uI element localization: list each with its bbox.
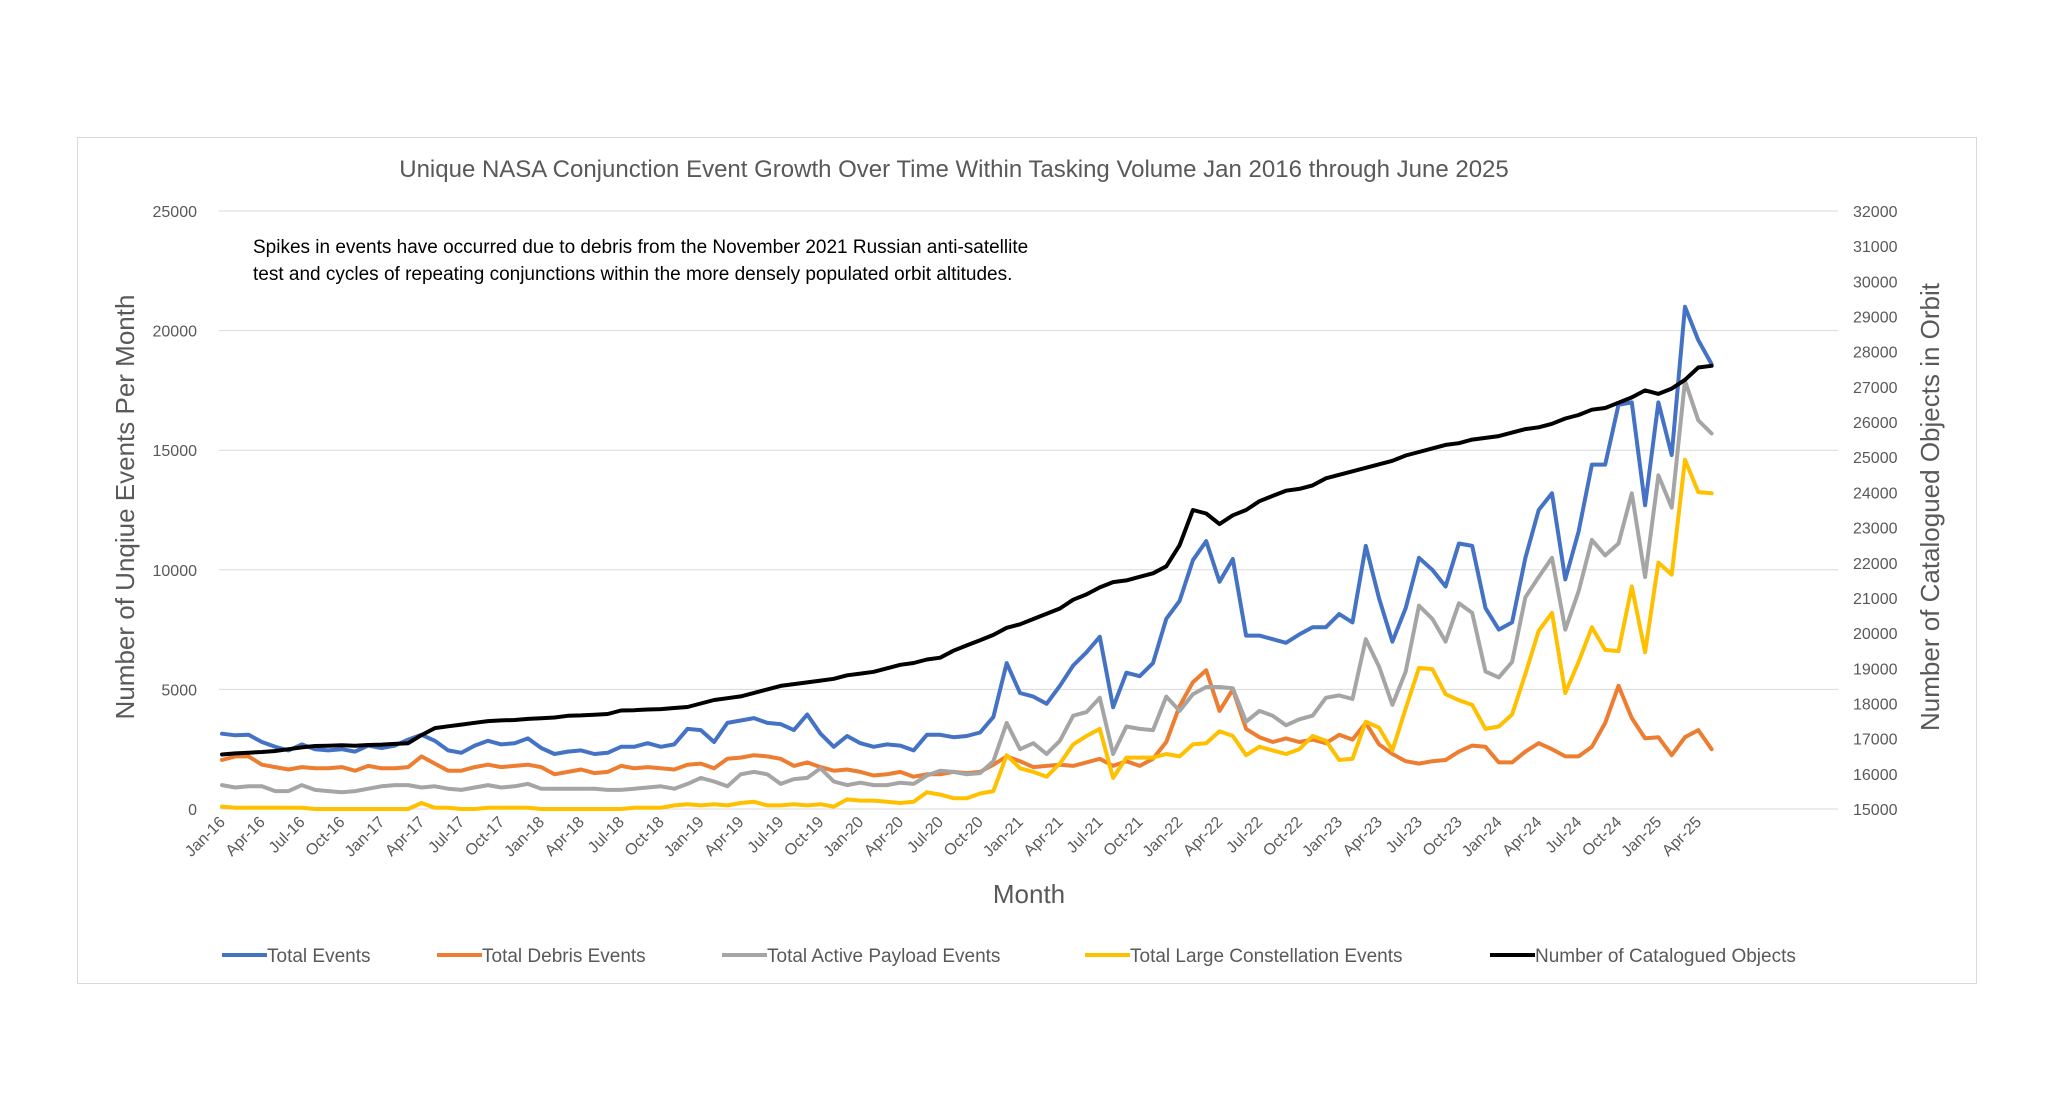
series-line-1 bbox=[220, 668, 1714, 779]
left-tick-label: 20000 bbox=[153, 324, 198, 341]
left-tick-label: 0 bbox=[188, 802, 197, 819]
legend-label-1: Total Debris Events bbox=[482, 946, 646, 967]
x-tick-label: Jan-19 bbox=[661, 814, 708, 861]
right-tick-label: 20000 bbox=[1853, 626, 1898, 643]
right-tick-label: 18000 bbox=[1853, 696, 1898, 713]
x-tick-label: Oct-17 bbox=[462, 814, 508, 860]
x-tick-label: Jul-22 bbox=[1223, 814, 1266, 857]
x-axis-title: Month bbox=[993, 879, 1065, 909]
x-tick-label: Oct-24 bbox=[1579, 814, 1625, 860]
legend: Total Events Total Debris Events Total Act… bbox=[222, 946, 1796, 967]
x-tick-label: Apr-17 bbox=[382, 814, 428, 860]
right-tick-label: 26000 bbox=[1853, 415, 1898, 432]
x-tick-label: Jul-24 bbox=[1543, 814, 1586, 857]
x-tick-label: Jul-18 bbox=[585, 814, 628, 857]
x-tick-label: Jan-17 bbox=[342, 814, 389, 861]
right-tick-label: 24000 bbox=[1853, 485, 1898, 502]
left-tick-label: 10000 bbox=[153, 563, 198, 580]
x-tick-label: Apr-20 bbox=[861, 814, 907, 860]
right-tick-label: 17000 bbox=[1853, 732, 1898, 749]
x-tick-label: Oct-22 bbox=[1260, 814, 1306, 860]
x-tick-label: Jan-21 bbox=[980, 814, 1027, 861]
x-tick-label: Apr-21 bbox=[1021, 814, 1067, 860]
annotation-line-1: Spikes in events have occurred due to de… bbox=[253, 237, 1028, 258]
right-tick-label: 32000 bbox=[1853, 204, 1898, 221]
x-tick-label: Jul-23 bbox=[1383, 814, 1426, 857]
x-tick-label: Apr-25 bbox=[1659, 814, 1705, 860]
x-tick-label: Jul-21 bbox=[1064, 814, 1107, 857]
right-tick-label: 30000 bbox=[1853, 274, 1898, 291]
x-tick-label: Jan-16 bbox=[182, 814, 229, 861]
x-tick-label: Jan-23 bbox=[1299, 814, 1346, 861]
right-tick-label: 22000 bbox=[1853, 556, 1898, 573]
series-line-3 bbox=[220, 457, 1714, 811]
legend-label-2: Total Active Payload Events bbox=[767, 946, 1000, 967]
right-tick-label: 21000 bbox=[1853, 591, 1898, 608]
x-tick-label: Oct-20 bbox=[941, 814, 987, 860]
x-tick-label: Jul-16 bbox=[266, 814, 309, 857]
series-line-4 bbox=[220, 363, 1714, 757]
x-tick-label: Jan-25 bbox=[1619, 814, 1666, 861]
right-tick-label: 25000 bbox=[1853, 450, 1898, 467]
left-tick-label: 25000 bbox=[153, 204, 198, 221]
gridlines bbox=[219, 210, 1838, 810]
legend-label-3: Total Large Constellation Events bbox=[1130, 946, 1403, 967]
x-tick-label: Jan-20 bbox=[821, 814, 868, 861]
x-tick-label: Jan-18 bbox=[501, 814, 548, 861]
legend-label-4: Number of Catalogued Objects bbox=[1535, 946, 1796, 967]
right-tick-label: 15000 bbox=[1853, 802, 1898, 819]
x-tick-label: Apr-16 bbox=[223, 814, 269, 860]
y-axis-title: Number of Unqiue Events Per Month bbox=[110, 295, 140, 720]
legend-label-0: Total Events bbox=[267, 946, 371, 967]
x-tick-label: Apr-22 bbox=[1180, 814, 1226, 860]
right-tick-label: 16000 bbox=[1853, 767, 1898, 784]
right-tick-label: 27000 bbox=[1853, 380, 1898, 397]
left-tick-label: 15000 bbox=[153, 443, 198, 460]
right-tick-label: 28000 bbox=[1853, 345, 1898, 362]
x-tick-label: Jan-22 bbox=[1140, 814, 1187, 861]
left-tick-label: 5000 bbox=[161, 682, 197, 699]
right-axis-ticks: 15000 16000 17000 18000 19000 20000 21000 22000… bbox=[1853, 204, 1898, 819]
x-tick-label: Jul-17 bbox=[425, 814, 468, 857]
x-tick-label: Apr-23 bbox=[1340, 814, 1386, 860]
x-tick-label: Jul-20 bbox=[904, 814, 947, 857]
right-tick-label: 29000 bbox=[1853, 310, 1898, 327]
x-tick-label: Apr-18 bbox=[542, 814, 588, 860]
x-tick-label: Jan-24 bbox=[1459, 814, 1506, 861]
right-tick-label: 19000 bbox=[1853, 661, 1898, 678]
x-tick-label: Apr-24 bbox=[1500, 814, 1546, 860]
x-tick-label: Oct-23 bbox=[1420, 814, 1466, 860]
x-tick-label: Oct-18 bbox=[622, 814, 668, 860]
series-lines bbox=[220, 304, 1714, 811]
annotation-line-2: test and cycles of repeating conjunction… bbox=[253, 264, 1012, 285]
y2-axis-title: Number of Catalogued Objects in Orbit bbox=[1915, 282, 1945, 731]
right-tick-label: 31000 bbox=[1853, 239, 1898, 256]
chart-title: Unique NASA Conjunction Event Growth Ove… bbox=[399, 156, 1509, 183]
x-tick-label: Jul-19 bbox=[745, 814, 788, 857]
right-tick-label: 23000 bbox=[1853, 521, 1898, 538]
series-line-0 bbox=[220, 304, 1714, 756]
x-tick-label: Oct-19 bbox=[781, 814, 827, 860]
x-axis-ticks: Jan-16Apr-16Jul-16Oct-16Jan-17Apr-17Jul-… bbox=[182, 814, 1705, 861]
chart-frame bbox=[77, 137, 1977, 984]
x-tick-label: Oct-21 bbox=[1101, 814, 1147, 860]
left-axis-ticks: 0 5000 10000 15000 20000 25000 bbox=[153, 204, 198, 819]
x-tick-label: Oct-16 bbox=[303, 814, 349, 860]
series-line-2 bbox=[220, 378, 1714, 795]
x-tick-label: Apr-19 bbox=[702, 814, 748, 860]
